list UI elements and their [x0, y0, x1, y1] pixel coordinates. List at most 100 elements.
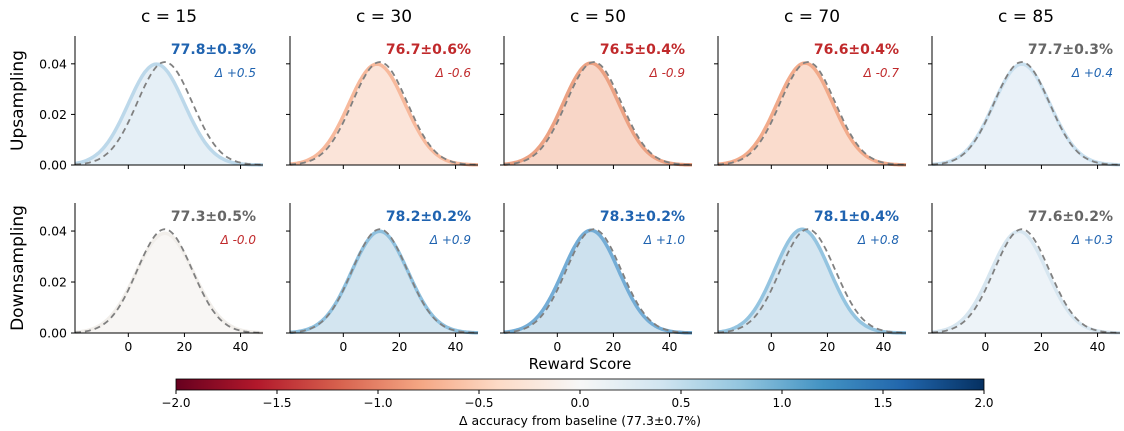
panel: 0 20 40 78.3±0.2% Δ +1.0 [500, 203, 693, 354]
distribution-fill [75, 233, 263, 333]
delta-label: Δ +0.3 [1071, 233, 1113, 247]
baseline-curve [717, 61, 906, 166]
colorbar-tick-label: −0.5 [464, 396, 493, 410]
baseline-curve [74, 61, 263, 166]
accuracy-label: 77.7±0.3% [1028, 42, 1113, 58]
distribution-fill [718, 229, 906, 333]
distribution-fill [504, 63, 692, 165]
y-tick-label: 0.02 [39, 275, 67, 290]
accuracy-label: 76.6±0.4% [814, 42, 899, 58]
distribution-line [289, 62, 479, 167]
distribution-line [74, 231, 264, 335]
x-tick-label: 20 [819, 339, 835, 354]
delta-label: Δ -0.9 [649, 66, 685, 80]
colorbar-label: Δ accuracy from baseline (77.3±0.7%) [459, 413, 701, 428]
distribution-fill [75, 64, 263, 165]
distribution-fill [290, 231, 478, 333]
panel: 76.6±0.4% Δ -0.7 [714, 36, 907, 169]
delta-label: Δ +1.0 [643, 233, 686, 247]
y-tick-label: 0.04 [39, 56, 67, 71]
colorbar-gradient [175, 378, 985, 391]
baseline-curve [503, 61, 692, 166]
panel: 0 20 40 78.1±0.4% Δ +0.8 [714, 203, 907, 354]
accuracy-label: 78.2±0.2% [386, 209, 471, 225]
colorbar-tick-label: 0.5 [671, 396, 690, 410]
x-tick-label: 0 [553, 339, 561, 354]
accuracy-label: 78.1±0.4% [814, 209, 899, 225]
distribution-fill [504, 230, 692, 333]
distribution-line [717, 227, 907, 335]
accuracy-label: 78.3±0.2% [600, 209, 685, 225]
column-title: c = 50 [570, 7, 626, 27]
baseline-curve [931, 228, 1120, 334]
x-tick-label: 40 [662, 339, 678, 354]
row-labels: Upsampling Downsampling [8, 50, 28, 331]
distribution-fill [290, 64, 478, 165]
accuracy-label: 77.3±0.5% [171, 209, 256, 225]
baseline-curve [931, 61, 1120, 166]
y-tick-label: 0.00 [39, 158, 67, 173]
x-tick-label: 20 [391, 339, 407, 354]
colorbar-tick-label: −2.0 [161, 396, 190, 410]
column-title: c = 30 [356, 7, 412, 27]
panel: 77.7±0.3% Δ +0.4 [928, 36, 1121, 169]
baseline-curve [289, 61, 478, 166]
x-tick-label: 0 [124, 339, 132, 354]
distribution-line [503, 61, 693, 167]
y-tick-label: 0.04 [39, 224, 67, 239]
panel: 76.7±0.6% Δ -0.6 [286, 36, 479, 169]
column-title: c = 85 [998, 7, 1054, 27]
colorbar-tick-label: −1.5 [262, 396, 291, 410]
distribution-line [503, 228, 693, 335]
panel: 0.00 0.02 0.04 77.8±0.3% Δ +0.5 [39, 36, 264, 173]
distribution-fill [932, 64, 1120, 165]
distribution-fill [932, 231, 1120, 333]
panel: 0 20 40 78.2±0.2% Δ +0.9 [286, 203, 479, 354]
baseline-curve [289, 228, 478, 334]
panel: 0 20 40 77.6±0.2% Δ +0.3 [928, 203, 1121, 354]
x-tick-label: 0 [339, 339, 347, 354]
colorbar-tick-label: 2.0 [974, 396, 993, 410]
colorbar-tick-label: 0.0 [570, 396, 589, 410]
delta-label: Δ +0.8 [857, 233, 900, 247]
delta-label: Δ -0.0 [220, 233, 257, 247]
x-tick-label: 20 [1033, 339, 1049, 354]
colorbar-tick-label: −1.0 [363, 396, 392, 410]
x-tick-label: 40 [233, 339, 249, 354]
colorbar-tick-label: 1.0 [772, 396, 791, 410]
x-tick-label: 0 [767, 339, 775, 354]
delta-label: Δ -0.7 [863, 66, 900, 80]
row-label: Downsampling [8, 205, 28, 331]
row-label: Upsampling [8, 50, 28, 151]
accuracy-label: 77.6±0.2% [1028, 209, 1113, 225]
colorbar: −2.0 −1.5 −1.0 −0.5 0.0 0.5 1.0 1.5 2.0 Δ accurac… [161, 378, 994, 428]
distribution-line [931, 229, 1121, 335]
accuracy-label: 77.8±0.3% [171, 42, 256, 58]
distribution-fill [718, 63, 906, 165]
accuracy-label: 76.7±0.6% [386, 42, 471, 58]
colorbar-tick-label: 1.5 [873, 396, 892, 410]
x-tick-label: 20 [605, 339, 621, 354]
baseline-curve [503, 228, 692, 334]
panel: 0.00 0.02 0.04 0 20 40 77.3±0.5% Δ -0.0 [39, 203, 264, 354]
x-tick-label: 40 [1090, 339, 1106, 354]
delta-label: Δ +0.9 [429, 233, 471, 247]
distribution-line [74, 62, 264, 167]
x-tick-label: 0 [981, 339, 989, 354]
column-title: c = 15 [141, 7, 197, 27]
panel-grid: c = 15 c = 30 c = 50 c = 70 c = 850.000.020.… [39, 7, 1121, 354]
baseline-curve [717, 228, 906, 334]
delta-label: Δ +0.5 [214, 66, 256, 80]
column-title: c = 70 [784, 7, 840, 27]
y-tick-label: 0.00 [39, 326, 67, 341]
y-tick-label: 0.02 [39, 107, 67, 122]
accuracy-label: 76.5±0.4% [600, 42, 685, 58]
x-tick-label: 40 [448, 339, 464, 354]
delta-label: Δ +0.4 [1071, 66, 1113, 80]
x-tick-label: 40 [876, 339, 892, 354]
baseline-curve [74, 228, 263, 334]
delta-label: Δ -0.6 [435, 66, 472, 80]
x-tick-label: 20 [176, 339, 192, 354]
panel: 76.5±0.4% Δ -0.9 [500, 36, 693, 169]
